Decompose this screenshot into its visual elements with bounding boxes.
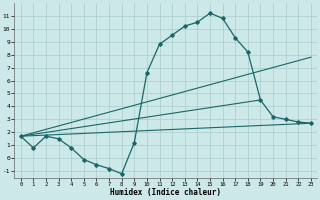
X-axis label: Humidex (Indice chaleur): Humidex (Indice chaleur): [110, 188, 221, 197]
